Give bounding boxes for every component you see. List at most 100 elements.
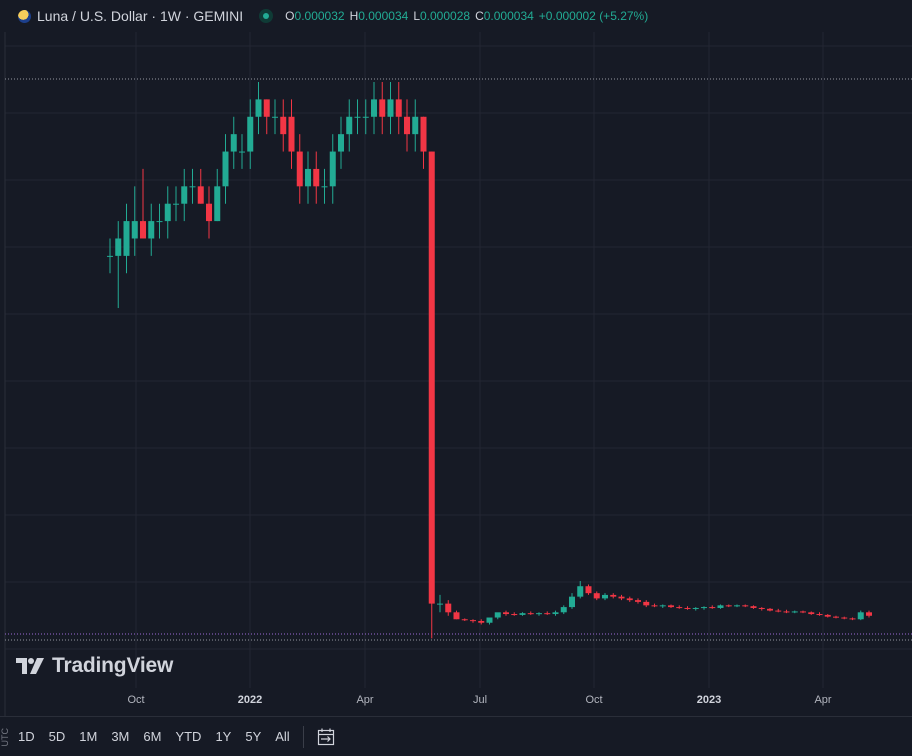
candle-down (750, 606, 757, 608)
range-button-3m[interactable]: 3M (111, 728, 130, 744)
candle-up (569, 596, 575, 608)
candle-up (371, 99, 377, 117)
range-button-5y[interactable]: 5Y (245, 728, 262, 744)
candle-up (272, 116, 278, 118)
candle-down (445, 603, 452, 613)
candle-up (791, 611, 798, 613)
tradingview-watermark[interactable]: TradingView (16, 654, 173, 678)
candle-down (420, 116, 427, 152)
range-button-5d[interactable]: 5D (48, 728, 66, 744)
tradingview-wordmark: TradingView (52, 654, 174, 677)
candle-down (610, 594, 617, 597)
ohlc-change: +0.000002 (+5.27%) (538, 9, 649, 23)
candle-up (230, 134, 237, 152)
candle-down (684, 607, 691, 609)
candle-down (296, 151, 303, 187)
candle-up (338, 134, 344, 152)
candle-up (486, 617, 493, 623)
chart-pane[interactable]: Luna / U.S. Dollar · 1W · GEMINI O0.0000… (0, 0, 912, 716)
date-range-buttons: 1D 5D 1M 3M 6M YTD 1Y 5Y All (13, 726, 299, 748)
candle-down (461, 619, 468, 621)
range-button-6m[interactable]: 6M (143, 728, 162, 744)
candle-up (734, 605, 740, 607)
candle-up (321, 186, 328, 188)
candle-down (775, 610, 782, 612)
candle-down (313, 168, 320, 187)
time-axis-label: Apr (814, 694, 832, 706)
candle-up (305, 168, 311, 187)
candle-down (676, 607, 683, 609)
candle-down (808, 612, 815, 615)
candle-up (701, 607, 707, 609)
luna-logo-icon (18, 9, 31, 23)
candle-down (478, 621, 485, 623)
calendar-arrow-icon (317, 728, 334, 745)
candle-down (849, 618, 856, 620)
candle-up (560, 607, 567, 613)
candle-down (280, 116, 287, 135)
market-status-icon[interactable] (259, 9, 274, 23)
candle-down (379, 99, 386, 117)
candle-up (247, 116, 254, 152)
candle-up (239, 151, 245, 153)
candle-down (800, 611, 806, 613)
candle-up (131, 221, 138, 239)
range-button-1d[interactable]: 1D (18, 728, 35, 744)
candle-down (635, 600, 641, 602)
time-axis-label: Jul (472, 694, 488, 706)
candle-down (742, 605, 749, 607)
candle-down (544, 613, 551, 615)
candlestick-chart[interactable] (0, 0, 912, 716)
candle-up (717, 605, 724, 608)
candle-down (767, 608, 773, 611)
candle-down (725, 605, 732, 607)
candle-down (197, 186, 204, 204)
candle-down (288, 116, 295, 152)
candle-down (783, 611, 790, 613)
range-button-1y[interactable]: 1Y (215, 728, 232, 744)
candle-up (164, 203, 171, 222)
candle-down (585, 586, 592, 594)
candle-up (552, 612, 559, 615)
candle-up (148, 221, 155, 239)
candle-down (511, 614, 518, 616)
candle-up (189, 186, 196, 188)
candle-down (668, 605, 674, 608)
candle-down (816, 614, 823, 616)
time-axis-label: Apr (356, 694, 374, 706)
candle-up (156, 221, 163, 223)
candle-up (255, 99, 262, 117)
range-button-all[interactable]: All (275, 728, 290, 744)
timezone-label[interactable]: UTC (0, 728, 10, 747)
time-axis-label: 2023 (696, 694, 722, 706)
candle-down (758, 607, 765, 609)
candle-up (346, 116, 353, 135)
candle-up (173, 203, 179, 205)
candle-down (833, 616, 839, 618)
candle-down (206, 203, 212, 222)
candle-up (354, 116, 361, 118)
candle-up (222, 151, 229, 187)
range-button-ytd[interactable]: YTD (175, 728, 202, 744)
candle-down (866, 612, 872, 616)
candle-down (824, 614, 831, 617)
legend-title[interactable]: Luna / U.S. Dollar · 1W · GEMINI (37, 8, 244, 24)
ohlc-open: O0.000032 (285, 9, 345, 23)
candle-up (107, 255, 113, 257)
range-button-1m[interactable]: 1M (79, 728, 98, 744)
candle-up (692, 607, 699, 609)
candle-down (395, 99, 402, 117)
candle-down (618, 596, 625, 599)
candle-down (643, 601, 650, 606)
candle-up (123, 221, 130, 256)
candle-up (519, 613, 526, 615)
candle-up (536, 613, 542, 615)
go-to-date-button[interactable] (310, 727, 342, 747)
ohlc-close: C0.000034 (475, 9, 534, 23)
candle-up (602, 594, 608, 599)
ohlc-low: L0.000028 (413, 9, 471, 23)
candle-up (857, 612, 864, 620)
ohlc-high: H0.000034 (349, 9, 409, 23)
time-axis[interactable]: Oct 2022 Apr Jul Oct 2023 Apr (0, 688, 912, 712)
time-axis-label: Oct (585, 694, 603, 706)
